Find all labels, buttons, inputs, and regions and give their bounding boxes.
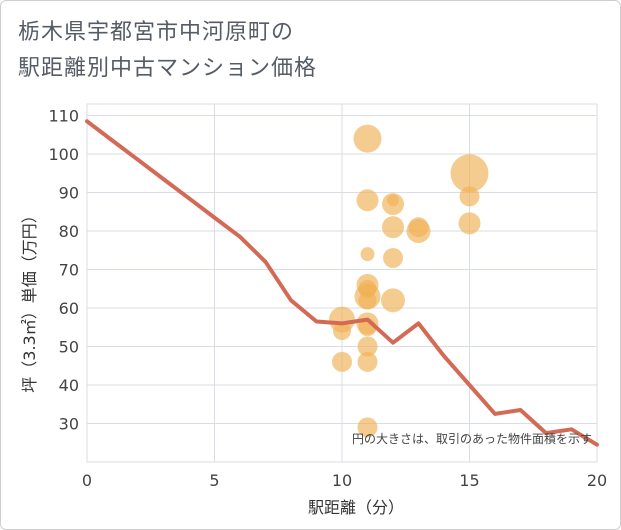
data-bubble [408, 217, 429, 238]
y-tick-label: 40 [59, 376, 79, 395]
y-tick-label: 50 [59, 338, 79, 357]
data-bubble [356, 189, 379, 212]
data-bubble [357, 417, 378, 438]
y-axis-title: 坪（3.3㎡）単価（万円） [20, 207, 39, 392]
y-tick-label: 110 [48, 107, 79, 126]
y-tick-label: 90 [59, 184, 79, 203]
x-axis-title: 駅距離（分） [308, 498, 404, 517]
y-tick-label: 70 [59, 261, 79, 280]
data-bubble [353, 124, 382, 153]
x-tick-label: 15 [459, 471, 479, 490]
data-bubble [358, 291, 377, 310]
data-bubble [450, 154, 489, 193]
data-bubble [459, 186, 480, 207]
x-tick-label: 5 [209, 471, 219, 490]
x-tick-label: 10 [332, 471, 352, 490]
data-bubble [360, 247, 375, 262]
data-bubble [458, 212, 481, 235]
average-price-line [85, 119, 599, 447]
data-bubble [383, 247, 403, 268]
chart-title-line1: 栃木県宇都宮市中河原町の [18, 20, 295, 45]
x-tick-label: 0 [82, 471, 92, 490]
data-bubble [357, 351, 378, 372]
data-bubble [357, 336, 378, 357]
chart-title-line2: 駅距離別中古マンション価格 [18, 56, 318, 81]
data-bubble [333, 322, 351, 341]
data-bubble [332, 351, 352, 372]
y-tick-label: 80 [59, 222, 79, 241]
data-bubble [382, 216, 404, 239]
data-bubble [381, 288, 405, 313]
y-tick-label: 60 [59, 299, 79, 318]
data-bubble [387, 194, 399, 207]
y-tick-label: 100 [48, 145, 79, 164]
y-tick-label: 30 [59, 415, 79, 434]
size-note: 円の大きさは、取引のあった物件面積を示す [352, 431, 592, 446]
x-tick-label: 20 [587, 471, 607, 490]
